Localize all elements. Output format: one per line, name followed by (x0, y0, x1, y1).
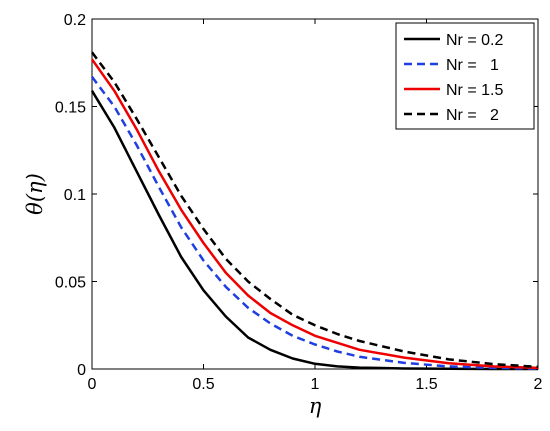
x-axis-label: η (309, 394, 322, 418)
x-tick-label: 0.5 (192, 376, 214, 393)
x-tick-label: 2 (534, 376, 543, 393)
y-tick-label: 0.2 (64, 12, 86, 29)
x-tick-label: 0 (88, 376, 97, 393)
legend-label: Nr = 2 (446, 107, 499, 124)
y-tick-label: 0.1 (64, 187, 86, 204)
y-tick-label: 0.05 (55, 275, 86, 292)
series-line-4 (91, 51, 539, 369)
y-tick-label: 0.15 (55, 100, 86, 117)
x-tick-label: 1.5 (415, 376, 437, 393)
x-tick-label: 1 (311, 376, 320, 393)
legend-label: Nr = 0.2 (446, 32, 503, 49)
axis-ticks: 0 0.5 1 1.5 2 0 0.05 0.1 0.15 0.2 (55, 12, 543, 393)
legend-label: Nr = 1 (446, 57, 499, 74)
series-layer (90, 51, 539, 371)
legend-box (395, 22, 535, 130)
y-tick-label: 0 (77, 362, 86, 379)
series-line-1 (90, 90, 538, 371)
y-axis-label: θ(η) (23, 173, 47, 215)
series-line-3 (90, 58, 539, 370)
legend-label: Nr = 1.5 (446, 82, 503, 99)
legend: Nr = 0.2 Nr = 1 Nr = 1.5 Nr = 2 (395, 22, 535, 130)
